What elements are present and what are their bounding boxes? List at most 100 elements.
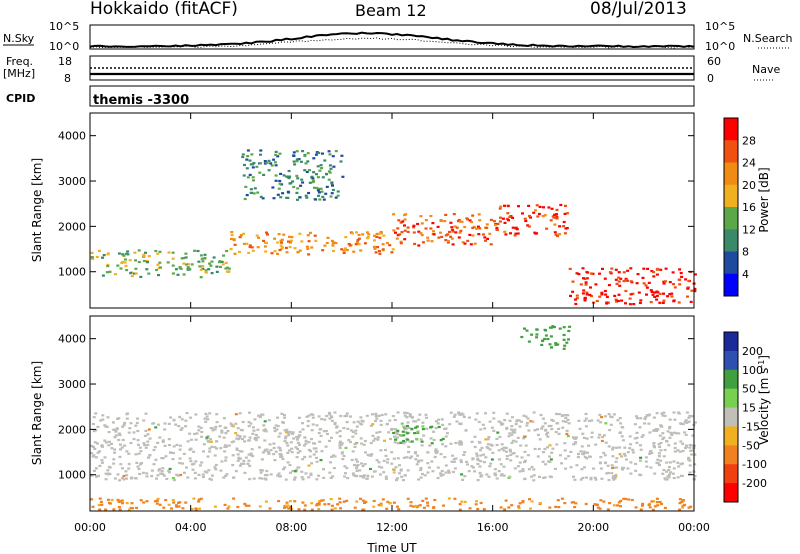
scatter-cell	[521, 212, 524, 215]
scatter-cell	[187, 267, 191, 270]
scatter-cell	[476, 457, 480, 460]
scatter-cell	[511, 439, 515, 442]
scatter-cell	[276, 252, 279, 255]
scatter-cell	[297, 508, 301, 511]
scatter-cell	[693, 453, 697, 456]
scatter-cell	[324, 429, 328, 433]
scatter-cell	[201, 265, 205, 268]
scatter-cell	[484, 456, 488, 459]
scatter-cell	[140, 462, 144, 465]
scatter-cell	[684, 447, 688, 450]
scatter-cell	[666, 430, 670, 433]
scatter-cell	[246, 462, 250, 465]
scatter-cell	[503, 221, 507, 224]
scatter-cell	[548, 506, 552, 509]
scatter-cell	[405, 432, 409, 435]
scatter-cell	[641, 502, 645, 505]
scatter-cell	[585, 291, 589, 294]
scatter-cell	[678, 450, 682, 453]
scatter-cell	[564, 204, 567, 207]
scatter-cell	[487, 436, 491, 439]
scatter-cell	[542, 451, 545, 454]
scatter-cell	[650, 270, 654, 273]
scatter-cell	[619, 422, 623, 425]
scatter-cell	[307, 253, 311, 256]
scatter-cell	[473, 470, 477, 473]
scatter-cell	[327, 170, 331, 173]
scatter-cell	[152, 448, 156, 452]
scatter-cell	[620, 455, 623, 458]
scatter-cell	[120, 446, 124, 449]
scatter-cell	[263, 245, 267, 248]
scatter-cell	[688, 471, 692, 474]
scatter-cell	[670, 433, 674, 436]
scatter-cell	[346, 477, 350, 480]
scatter-cell	[543, 214, 547, 217]
scatter-cell	[238, 464, 242, 467]
scatter-cell	[644, 416, 648, 419]
scatter-cell	[332, 241, 336, 244]
scatter-cell	[194, 438, 198, 441]
scatter-cell	[185, 466, 188, 469]
scatter-cell	[224, 432, 228, 435]
colorbar-segment	[724, 273, 738, 297]
scatter-cell	[533, 429, 537, 432]
scatter-cell	[584, 476, 588, 479]
y-tick-label: 2000	[58, 220, 86, 233]
scatter-cell	[555, 217, 559, 220]
scatter-cell	[357, 237, 361, 240]
scatter-cell	[607, 284, 611, 287]
scatter-cell	[453, 497, 457, 500]
scatter-cell	[529, 420, 533, 423]
scatter-cell	[298, 416, 301, 419]
scatter-cell	[661, 432, 665, 435]
scatter-cell	[580, 468, 584, 471]
scatter-cell	[274, 424, 278, 427]
scatter-cell	[331, 155, 335, 158]
nsky-right-tick-top: 10^5	[705, 20, 735, 33]
scatter-cell	[233, 252, 237, 255]
scatter-cell	[345, 466, 349, 470]
scatter-cell	[150, 469, 154, 472]
scatter-cell	[421, 472, 424, 476]
scatter-cell	[639, 508, 643, 511]
scatter-cell	[160, 457, 164, 460]
scatter-cell	[247, 251, 251, 254]
scatter-cell	[641, 276, 645, 279]
scatter-cell	[264, 250, 268, 253]
scatter-cell	[392, 457, 396, 460]
scatter-cell	[543, 337, 547, 341]
scatter-cell	[611, 476, 615, 479]
scatter-cell	[424, 413, 428, 416]
scatter-cell	[476, 479, 480, 482]
scatter-cell	[454, 441, 458, 445]
scatter-cell	[609, 415, 613, 418]
scatter-cell	[150, 475, 154, 478]
scatter-cell	[200, 257, 204, 260]
scatter-cell	[667, 465, 671, 469]
scatter-cell	[471, 234, 475, 237]
scatter-cell	[250, 246, 254, 249]
scatter-cell	[171, 251, 175, 254]
scatter-cell	[575, 294, 579, 297]
scatter-cell	[471, 457, 475, 460]
scatter-cell	[615, 300, 618, 303]
scatter-cell	[185, 412, 189, 415]
scatter-cell	[139, 275, 143, 278]
scatter-cell	[555, 213, 559, 216]
scatter-cell	[605, 472, 609, 475]
scatter-cell	[324, 445, 328, 448]
scatter-cell	[497, 449, 501, 452]
scatter-cell	[303, 169, 307, 172]
scatter-cell	[482, 453, 486, 456]
scatter-cell	[355, 425, 359, 428]
scatter-cell	[374, 412, 378, 415]
scatter-cell	[485, 226, 489, 229]
scatter-cell	[622, 452, 626, 455]
scatter-cell	[283, 413, 286, 417]
scatter-cell	[171, 499, 175, 502]
scatter-cell	[209, 440, 213, 443]
scatter-cell	[548, 460, 552, 463]
scatter-cell	[139, 463, 142, 466]
scatter-cell	[585, 293, 589, 296]
